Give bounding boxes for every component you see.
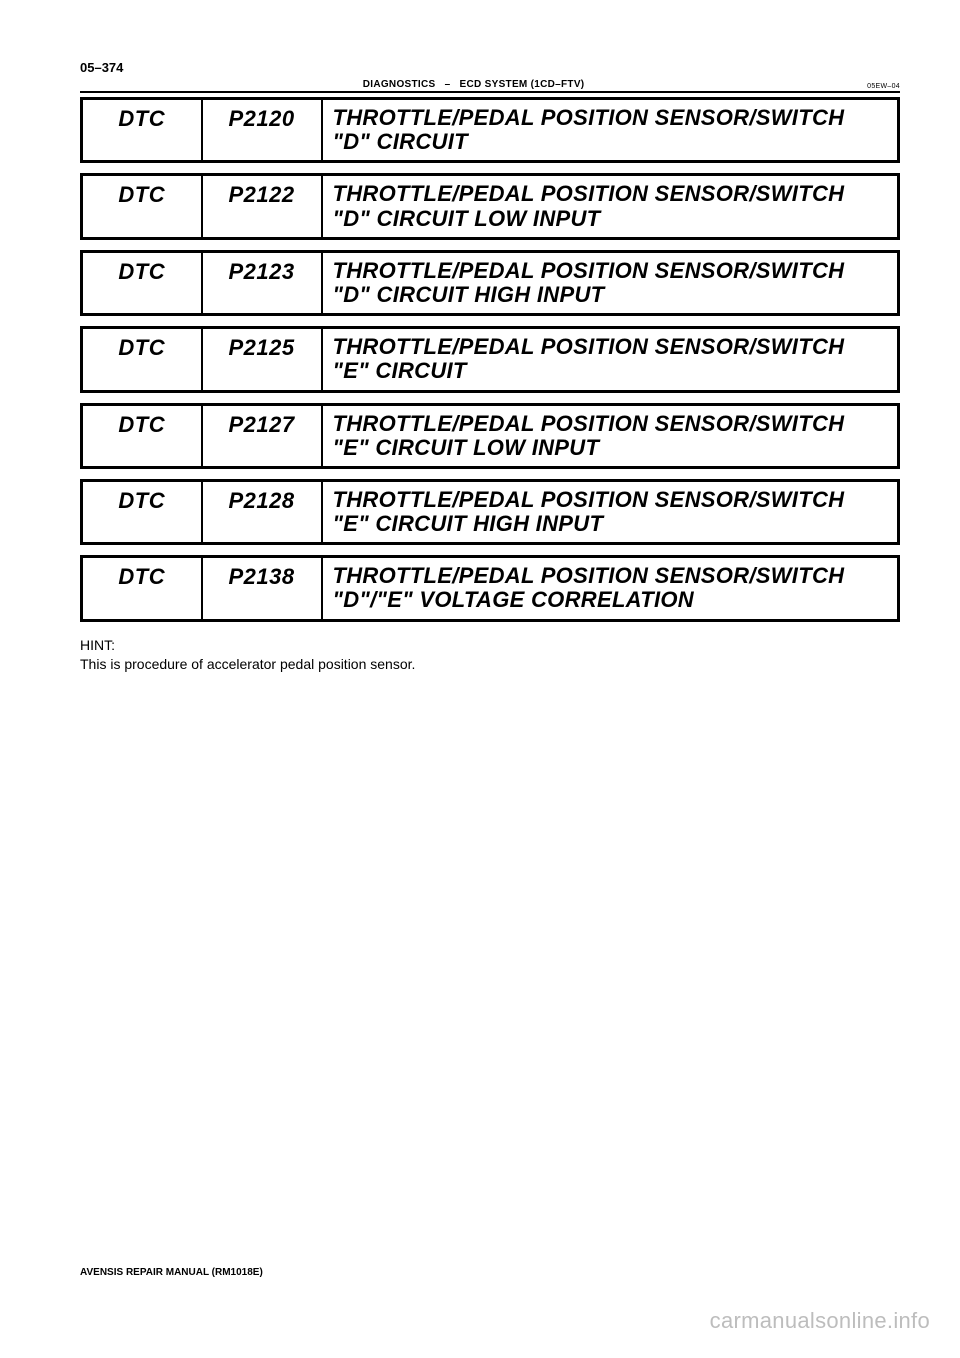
dtc-table: DTC P2127 THROTTLE/PEDAL POSITION SENSOR… (80, 403, 900, 469)
table-row: DTC P2125 THROTTLE/PEDAL POSITION SENSOR… (82, 328, 899, 391)
dtc-label: DTC (82, 175, 202, 238)
dtc-code: P2127 (202, 404, 322, 467)
dtc-code: P2125 (202, 328, 322, 391)
page-number: 05–374 (80, 60, 900, 75)
dtc-description: THROTTLE/PEDAL POSITION SENSOR/SWITCH "D… (322, 175, 899, 238)
table-row: DTC P2128 THROTTLE/PEDAL POSITION SENSOR… (82, 480, 899, 543)
dtc-table: DTC P2128 THROTTLE/PEDAL POSITION SENSOR… (80, 479, 900, 545)
dtc-table: DTC P2125 THROTTLE/PEDAL POSITION SENSOR… (80, 326, 900, 392)
dtc-label: DTC (82, 99, 202, 162)
dtc-label: DTC (82, 251, 202, 314)
dtc-table: DTC P2138 THROTTLE/PEDAL POSITION SENSOR… (80, 555, 900, 621)
header-dash: – (445, 79, 451, 90)
dtc-description: THROTTLE/PEDAL POSITION SENSOR/SWITCH "D… (322, 251, 899, 314)
table-row: DTC P2122 THROTTLE/PEDAL POSITION SENSOR… (82, 175, 899, 238)
watermark: carmanualsonline.info (710, 1308, 930, 1334)
dtc-code: P2120 (202, 99, 322, 162)
hint-label: HINT: (80, 636, 900, 655)
dtc-description: THROTTLE/PEDAL POSITION SENSOR/SWITCH "E… (322, 480, 899, 543)
hint-text: This is procedure of accelerator pedal p… (80, 656, 415, 672)
dtc-code: P2138 (202, 557, 322, 620)
dtc-label: DTC (82, 328, 202, 391)
dtc-label: DTC (82, 404, 202, 467)
header-right-section: ECD SYSTEM (1CD–FTV) (460, 79, 585, 90)
dtc-code: P2128 (202, 480, 322, 543)
dtc-table: DTC P2120 THROTTLE/PEDAL POSITION SENSOR… (80, 97, 900, 163)
header-left-section: DIAGNOSTICS (363, 79, 436, 90)
table-row: DTC P2120 THROTTLE/PEDAL POSITION SENSOR… (82, 99, 899, 162)
dtc-table: DTC P2123 THROTTLE/PEDAL POSITION SENSOR… (80, 250, 900, 316)
dtc-table: DTC P2122 THROTTLE/PEDAL POSITION SENSOR… (80, 173, 900, 239)
dtc-label: DTC (82, 557, 202, 620)
table-row: DTC P2123 THROTTLE/PEDAL POSITION SENSOR… (82, 251, 899, 314)
dtc-description: THROTTLE/PEDAL POSITION SENSOR/SWITCH "D… (322, 557, 899, 620)
header-title: DIAGNOSTICS – ECD SYSTEM (1CD–FTV) (80, 79, 867, 90)
footer-text: AVENSIS REPAIR MANUAL (RM1018E) (80, 1267, 263, 1278)
dtc-description: THROTTLE/PEDAL POSITION SENSOR/SWITCH "E… (322, 404, 899, 467)
dtc-code: P2123 (202, 251, 322, 314)
header-bar: DIAGNOSTICS – ECD SYSTEM (1CD–FTV) 05EW–… (80, 79, 900, 93)
table-row: DTC P2138 THROTTLE/PEDAL POSITION SENSOR… (82, 557, 899, 620)
header-code: 05EW–04 (867, 83, 900, 90)
dtc-description: THROTTLE/PEDAL POSITION SENSOR/SWITCH "E… (322, 328, 899, 391)
dtc-label: DTC (82, 480, 202, 543)
hint-block: HINT: This is procedure of accelerator p… (80, 636, 900, 674)
dtc-description: THROTTLE/PEDAL POSITION SENSOR/SWITCH "D… (322, 99, 899, 162)
dtc-code: P2122 (202, 175, 322, 238)
table-row: DTC P2127 THROTTLE/PEDAL POSITION SENSOR… (82, 404, 899, 467)
